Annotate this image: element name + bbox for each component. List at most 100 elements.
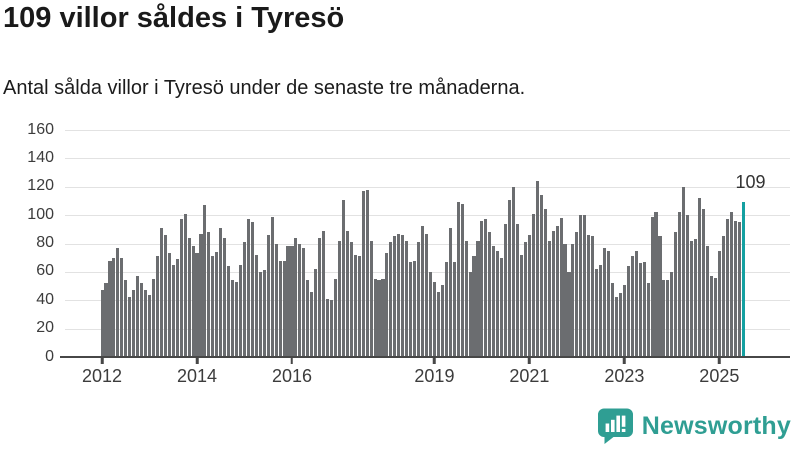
bar xyxy=(167,253,171,357)
bar xyxy=(682,186,686,357)
bar xyxy=(638,263,642,357)
plot-area xyxy=(65,130,790,357)
bar xyxy=(235,281,239,357)
bar xyxy=(337,240,341,357)
bar xyxy=(322,230,326,357)
bar xyxy=(456,202,460,357)
bar xyxy=(326,298,330,357)
bar xyxy=(713,277,717,357)
bar xyxy=(171,264,175,357)
x-tick-label: 2025 xyxy=(699,366,740,386)
bar xyxy=(136,276,140,357)
y-tick-label: 100 xyxy=(27,205,54,223)
x-axis-line xyxy=(60,355,790,358)
bar xyxy=(591,236,595,357)
bar xyxy=(163,235,167,357)
bar xyxy=(614,297,618,357)
bar xyxy=(515,223,520,357)
bar xyxy=(377,280,381,357)
bar xyxy=(333,278,338,357)
bar xyxy=(571,243,575,357)
y-tick-label: 160 xyxy=(27,120,54,138)
bar xyxy=(535,181,539,357)
y-tick-label: 80 xyxy=(36,234,54,251)
bar xyxy=(432,281,436,357)
bar xyxy=(409,261,413,357)
bar xyxy=(618,293,622,357)
bar xyxy=(500,257,504,357)
bar xyxy=(512,186,516,357)
bar xyxy=(274,243,278,357)
bar xyxy=(151,278,156,357)
bar xyxy=(428,271,433,357)
bar xyxy=(318,237,322,357)
bar xyxy=(666,280,670,357)
bar xyxy=(195,253,199,357)
bar xyxy=(527,235,531,357)
bar xyxy=(610,283,615,357)
bar xyxy=(112,257,116,357)
x-tick-mark xyxy=(290,357,294,364)
bar xyxy=(227,266,231,357)
bar xyxy=(650,216,654,357)
bar xyxy=(539,195,543,357)
bar xyxy=(199,233,203,357)
bar xyxy=(444,261,448,357)
bar xyxy=(705,246,709,357)
y-tick-label: 40 xyxy=(36,290,54,308)
bar xyxy=(242,242,247,357)
bar xyxy=(108,260,112,357)
bar xyxy=(448,227,452,357)
bar xyxy=(701,209,706,357)
x-tick-mark xyxy=(195,357,199,364)
bar xyxy=(555,226,559,357)
bar xyxy=(634,250,638,357)
bar xyxy=(421,226,425,357)
y-tick-label: 140 xyxy=(27,148,54,166)
bar xyxy=(721,236,725,357)
bar xyxy=(694,239,698,357)
bar xyxy=(523,242,527,357)
bar xyxy=(440,284,444,357)
bar xyxy=(484,219,488,357)
newsworthy-logo: Newsworthy xyxy=(597,407,791,445)
bar xyxy=(183,213,187,357)
bar xyxy=(246,219,250,357)
bar xyxy=(488,232,492,357)
bar xyxy=(401,235,405,357)
bar xyxy=(219,227,223,357)
bar xyxy=(294,237,298,357)
gridline xyxy=(65,186,790,188)
bar xyxy=(231,280,235,357)
bar xyxy=(626,266,630,357)
bar xyxy=(606,250,611,357)
bar xyxy=(361,191,365,357)
y-tick-label: 60 xyxy=(36,262,54,280)
bar xyxy=(690,240,694,357)
bar xyxy=(179,219,183,357)
bar xyxy=(302,247,306,357)
bar xyxy=(737,222,741,357)
bar xyxy=(211,256,215,357)
bar xyxy=(258,271,262,357)
bar xyxy=(100,290,104,357)
bar xyxy=(203,205,207,357)
bar xyxy=(405,240,409,357)
y-tick-label: 0 xyxy=(45,347,54,365)
x-tick-mark xyxy=(100,357,104,364)
bar xyxy=(140,283,144,357)
highlighted-bar xyxy=(741,202,745,357)
x-tick-mark xyxy=(433,357,436,364)
bar xyxy=(290,246,294,357)
x-tick-mark xyxy=(623,357,626,364)
bar xyxy=(187,237,191,357)
bar xyxy=(207,232,211,357)
bar xyxy=(480,220,484,357)
bar xyxy=(733,220,737,357)
bar xyxy=(717,250,721,357)
bar xyxy=(575,232,579,357)
bar xyxy=(191,246,195,357)
bar xyxy=(254,254,258,357)
bar xyxy=(357,256,361,357)
